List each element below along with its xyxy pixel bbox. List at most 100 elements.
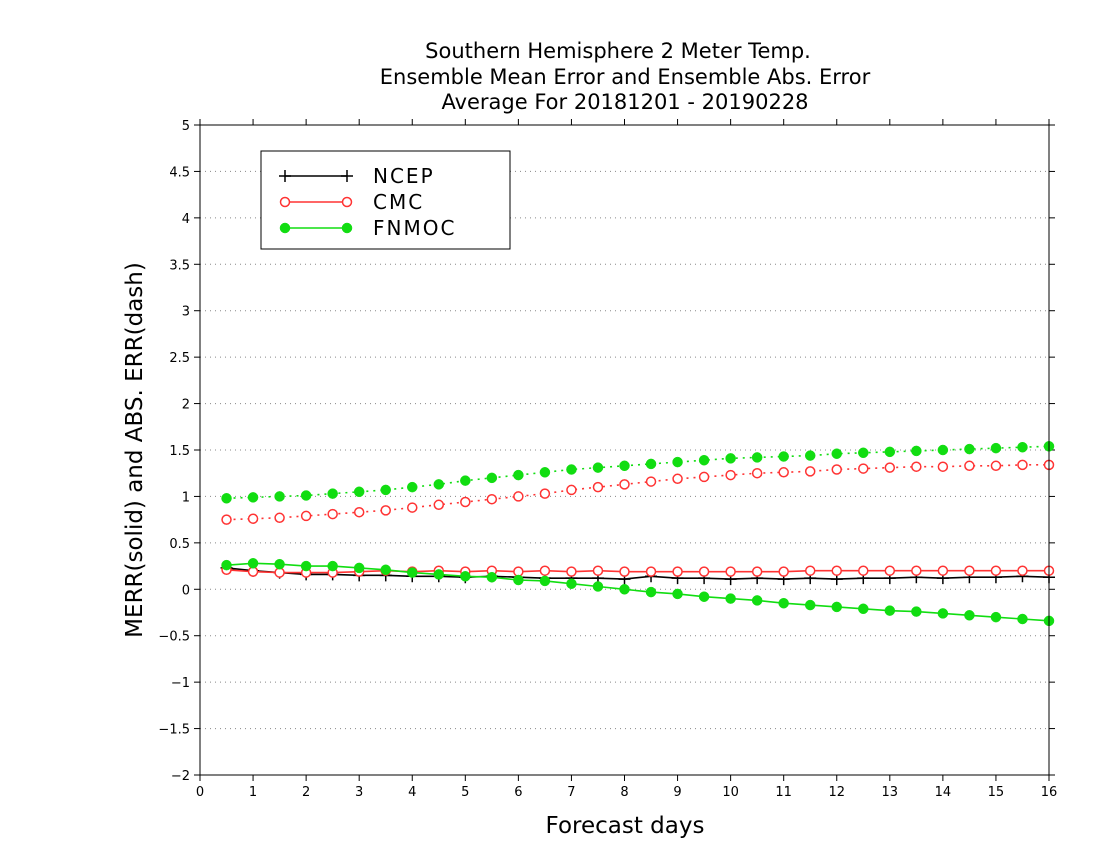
data-point-fnmoc-merr (592, 581, 604, 592)
data-point-fnmoc-merr (672, 588, 683, 600)
legend-entry-ncep: NCEP (279, 164, 435, 188)
x-tick-label: 4 (408, 785, 416, 800)
data-point-fnmoc-merr (566, 578, 577, 589)
data-point-fnmoc-abs-err (1017, 441, 1028, 453)
data-point-fnmoc-abs-err (778, 451, 789, 462)
data-point-fnmoc-abs-err (274, 491, 285, 502)
data-point-cmc-abs-err (433, 499, 445, 511)
y-tick-label: 1.5 (169, 444, 190, 459)
y-tick-label: 1 (182, 490, 190, 505)
data-point-fnmoc-abs-err (247, 492, 259, 503)
data-point-cmc-abs-err (645, 476, 657, 487)
data-point-fnmoc-merr (831, 601, 842, 613)
data-point-fnmoc-merr (751, 595, 763, 606)
data-point-fnmoc-abs-err (858, 447, 869, 459)
data-point-cmc-abs-err (221, 514, 232, 525)
legend-label-fnmoc: FNMOC (373, 216, 456, 240)
series-layer (220, 441, 1055, 627)
legend-marker-fnmoc (341, 222, 353, 234)
data-point-fnmoc-abs-err (619, 460, 630, 472)
data-point-cmc-merr (539, 565, 551, 576)
y-tick-label: 4.5 (169, 165, 190, 180)
data-point-fnmoc-merr (804, 599, 816, 611)
data-point-fnmoc-abs-err (751, 452, 763, 463)
y-tick-label: −1.5 (158, 723, 190, 738)
data-point-fnmoc-merr (380, 564, 391, 576)
data-point-fnmoc-abs-err (539, 467, 551, 478)
chart-title: Southern Hemisphere 2 Meter Temp. Ensemb… (380, 39, 871, 114)
legend-marker-cmc (279, 196, 291, 208)
data-point-fnmoc-merr (937, 608, 949, 619)
y-tick-label: 2.5 (169, 351, 190, 366)
x-tick-label: 11 (775, 785, 792, 800)
data-point-fnmoc-abs-err (433, 479, 445, 490)
x-tick-label: 14 (935, 785, 952, 800)
data-point-cmc-abs-err (990, 460, 1002, 472)
x-tick-label: 13 (882, 785, 899, 800)
gridlines (200, 170, 1049, 730)
data-point-cmc-abs-err (566, 484, 577, 496)
data-point-cmc-merr (1017, 565, 1028, 576)
data-point-fnmoc-abs-err (884, 446, 896, 458)
data-point-cmc-abs-err (1017, 459, 1028, 471)
legend-marker-cmc (341, 196, 353, 208)
data-point-cmc-merr (592, 565, 604, 576)
data-point-cmc-abs-err (274, 512, 285, 524)
data-point-cmc-abs-err (592, 481, 604, 493)
data-point-fnmoc-abs-err (990, 442, 1002, 454)
data-point-cmc-abs-err (725, 469, 736, 481)
y-tick-label: 3.5 (169, 258, 190, 273)
data-point-cmc-merr (831, 565, 842, 576)
data-point-cmc-abs-err (247, 513, 259, 524)
data-point-fnmoc-merr (300, 560, 312, 572)
data-point-cmc-abs-err (778, 467, 789, 478)
data-point-cmc-abs-err (831, 464, 842, 475)
data-point-fnmoc-abs-err (380, 484, 391, 496)
data-point-cmc-merr (645, 566, 657, 577)
data-point-cmc-merr (990, 565, 1002, 576)
series-line-cmc-merr (226, 568, 1049, 574)
data-point-cmc-abs-err (672, 473, 683, 485)
x-tick-label: 1 (249, 785, 257, 800)
axis-ticks: −2−1.5−1−0.500.511.522.533.544.550 1 2 3 4 5 6… (158, 119, 1057, 800)
data-point-fnmoc-abs-err (725, 453, 736, 464)
data-point-fnmoc-abs-err (964, 443, 975, 455)
title-line-1: Southern Hemisphere 2 Meter Temp. (425, 39, 811, 63)
legend-box (260, 150, 511, 250)
data-point-fnmoc-merr (858, 603, 869, 615)
y-tick-label: −0.5 (158, 630, 190, 645)
y-tick-label: 2 (182, 398, 190, 413)
data-point-fnmoc-merr (327, 560, 338, 572)
data-point-fnmoc-abs-err (300, 490, 312, 501)
data-point-fnmoc-merr (433, 569, 445, 580)
x-tick-label: 15 (988, 785, 1005, 800)
data-point-fnmoc-abs-err (460, 475, 471, 486)
data-point-fnmoc-abs-err (221, 493, 232, 504)
y-tick-label: 5 (182, 119, 190, 134)
y-axis-label: MERR(solid) and ABS. ERR(dash) (122, 262, 148, 638)
series-fnmoc (221, 441, 1055, 627)
legend-label-ncep: NCEP (373, 164, 435, 188)
legend-marker-ncep (279, 170, 291, 182)
data-point-fnmoc-merr (778, 597, 789, 609)
y-tick-label: 0.5 (169, 537, 190, 552)
data-point-cmc-abs-err (380, 505, 391, 516)
data-point-fnmoc-merr (353, 562, 365, 574)
data-point-cmc-merr (672, 566, 683, 577)
data-point-fnmoc-abs-err (911, 445, 922, 457)
data-point-cmc-merr (911, 565, 922, 576)
y-tick-label: 4 (182, 212, 190, 227)
data-point-fnmoc-merr (221, 559, 232, 571)
x-tick-label: 7 (567, 785, 575, 800)
series-cmc (221, 459, 1055, 578)
data-point-fnmoc-merr (1017, 613, 1028, 625)
data-point-fnmoc-abs-err (831, 448, 842, 459)
data-point-cmc-abs-err (858, 463, 869, 474)
data-point-fnmoc-abs-err (645, 458, 657, 470)
data-point-fnmoc-merr (725, 593, 736, 604)
y-tick-label: 0 (182, 583, 190, 598)
legend-marker-fnmoc (279, 222, 291, 234)
data-point-fnmoc-abs-err (327, 488, 338, 499)
data-point-fnmoc-abs-err (804, 450, 816, 461)
